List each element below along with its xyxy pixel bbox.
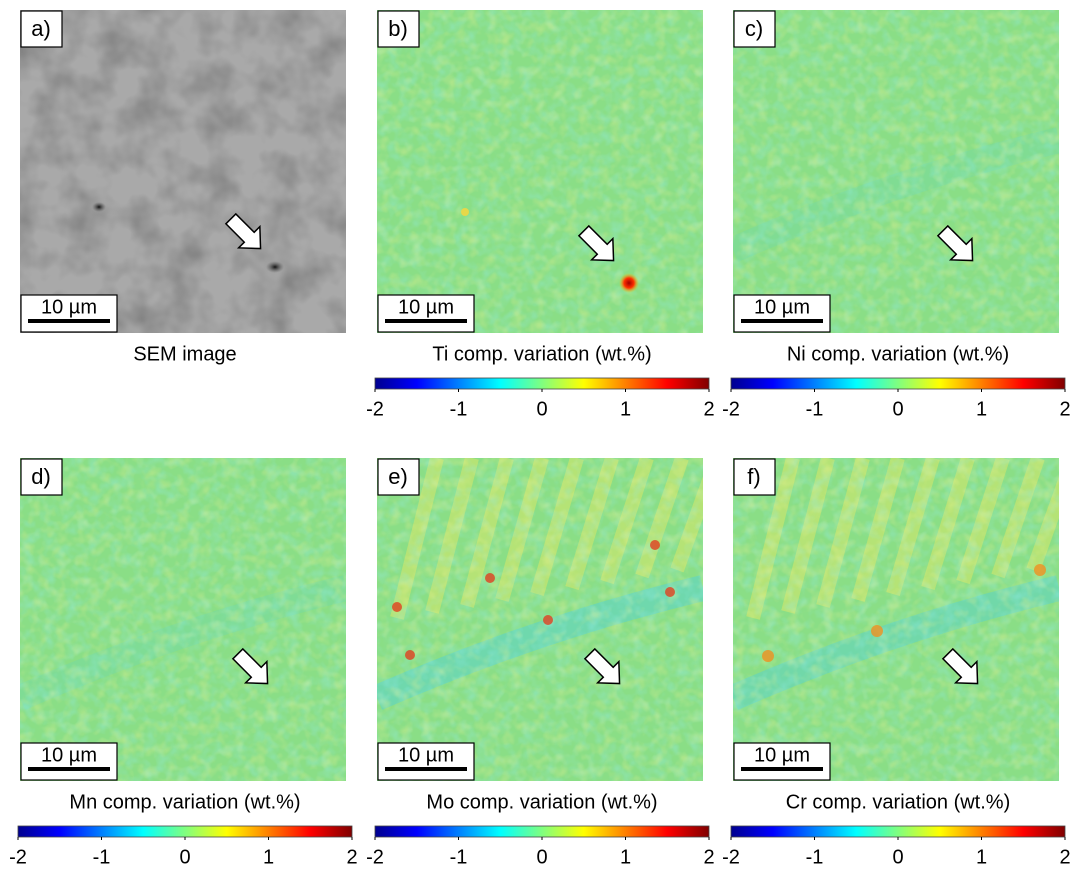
colorbar-tick-label: 1 bbox=[620, 398, 631, 420]
scale-bar bbox=[385, 767, 467, 771]
hotspot bbox=[650, 540, 660, 550]
hotspot bbox=[762, 650, 774, 662]
image bbox=[733, 458, 1073, 781]
scale-text: 10 µm bbox=[398, 296, 454, 318]
colorbar-tick-label: -2 bbox=[9, 846, 27, 868]
colorbar-tick-label: 2 bbox=[703, 398, 714, 420]
colorbar-tick-label: 2 bbox=[1059, 398, 1070, 420]
colorbar-tick-label: 0 bbox=[179, 846, 190, 868]
colorbar-tick-label: -2 bbox=[722, 846, 740, 868]
colorbar bbox=[731, 826, 1065, 837]
scale-text: 10 µm bbox=[41, 296, 97, 318]
colorbar-tick-label: -1 bbox=[806, 398, 824, 420]
image bbox=[20, 458, 346, 781]
hotspot bbox=[1034, 564, 1046, 576]
caption: Cr comp. variation (wt.%) bbox=[786, 791, 1011, 813]
colorbar-tick-label: 0 bbox=[536, 398, 547, 420]
scale-text: 10 µm bbox=[398, 744, 454, 766]
hotspot bbox=[871, 625, 883, 637]
texture bbox=[20, 458, 346, 781]
colorbar bbox=[375, 826, 709, 837]
hotspot bbox=[405, 650, 415, 660]
page: a) 10 µm SEM image b) 10 µm Ti comp. variatio… bbox=[0, 0, 1073, 875]
hotspot bbox=[665, 587, 675, 597]
caption: SEM image bbox=[133, 343, 236, 365]
figure: a) 10 µm SEM image b) 10 µm Ti comp. variatio… bbox=[0, 0, 1073, 875]
colorbar bbox=[375, 378, 709, 389]
hotspot bbox=[485, 573, 495, 583]
caption: Mn comp. variation (wt.%) bbox=[69, 791, 300, 813]
image bbox=[20, 10, 346, 333]
caption: Ti comp. variation (wt.%) bbox=[432, 343, 651, 365]
hotspot bbox=[619, 273, 639, 293]
panel-label: d) bbox=[31, 464, 51, 489]
colorbar-tick-label: 2 bbox=[1059, 846, 1070, 868]
colorbar-tick-label: -2 bbox=[366, 398, 384, 420]
colorbar-tick-label: 1 bbox=[620, 846, 631, 868]
scale-bar bbox=[28, 319, 110, 323]
colorbar-tick-label: -2 bbox=[722, 398, 740, 420]
texture bbox=[733, 458, 1059, 781]
caption: Mo comp. variation (wt.%) bbox=[426, 791, 657, 813]
scale-text: 10 µm bbox=[754, 744, 810, 766]
colorbar-tick-label: 0 bbox=[892, 846, 903, 868]
colorbar bbox=[18, 826, 352, 837]
panel-label: f) bbox=[747, 464, 760, 489]
scale-text: 10 µm bbox=[41, 744, 97, 766]
colorbar-tick-label: 2 bbox=[346, 846, 357, 868]
scale-bar bbox=[741, 767, 823, 771]
texture bbox=[733, 10, 1059, 333]
panel-label: a) bbox=[31, 16, 51, 41]
colorbar-tick-label: 0 bbox=[536, 846, 547, 868]
colorbar-tick-label: 1 bbox=[976, 846, 987, 868]
scale-text: 10 µm bbox=[754, 296, 810, 318]
colorbar-tick-label: -1 bbox=[450, 846, 468, 868]
image bbox=[377, 10, 703, 333]
hotspot bbox=[543, 615, 553, 625]
texture bbox=[20, 10, 346, 333]
colorbar-tick-label: 2 bbox=[703, 846, 714, 868]
colorbar bbox=[731, 378, 1065, 389]
colorbar-tick-label: -1 bbox=[93, 846, 111, 868]
spot bbox=[461, 208, 469, 216]
scale-bar bbox=[385, 319, 467, 323]
colorbar-tick-label: 0 bbox=[892, 398, 903, 420]
colorbar-tick-label: -1 bbox=[450, 398, 468, 420]
particle bbox=[266, 261, 284, 273]
colorbar-tick-label: -1 bbox=[806, 846, 824, 868]
image bbox=[377, 458, 717, 781]
colorbar-tick-label: -2 bbox=[366, 846, 384, 868]
colorbar-tick-label: 1 bbox=[263, 846, 274, 868]
panel-label: c) bbox=[745, 16, 763, 41]
caption: Ni comp. variation (wt.%) bbox=[787, 343, 1009, 365]
panel-label: e) bbox=[388, 464, 408, 489]
texture bbox=[377, 10, 703, 333]
texture bbox=[377, 458, 703, 781]
panel-label: b) bbox=[388, 16, 408, 41]
scale-bar bbox=[28, 767, 110, 771]
particle bbox=[92, 202, 106, 212]
hotspot bbox=[392, 602, 402, 612]
image bbox=[733, 10, 1059, 333]
scale-bar bbox=[741, 319, 823, 323]
colorbar-tick-label: 1 bbox=[976, 398, 987, 420]
